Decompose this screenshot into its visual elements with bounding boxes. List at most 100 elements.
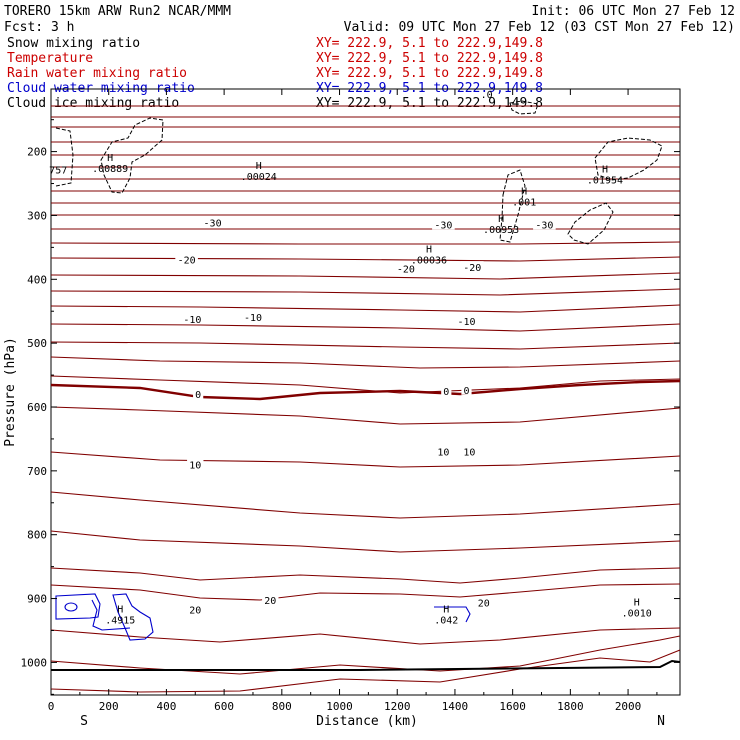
temperature-label: 10 bbox=[437, 448, 449, 459]
snow-contour bbox=[55, 127, 74, 187]
temperature-label: 0 bbox=[443, 387, 449, 398]
legend-xy-rain: XY= 222.9, 5.1 to 222.9,149.8 bbox=[316, 66, 543, 81]
temperature-label-bg bbox=[187, 458, 204, 470]
legend-name-snow: Snow mixing ratio bbox=[7, 36, 140, 51]
snow-contour bbox=[499, 169, 526, 243]
isotherm bbox=[50, 375, 681, 394]
cloud-water-contour bbox=[91, 599, 131, 631]
maximum-marker: H bbox=[426, 244, 432, 255]
maximum-marker: H bbox=[117, 605, 123, 616]
snow-contour bbox=[509, 100, 539, 115]
temperature-label: 10 bbox=[189, 460, 201, 471]
snow-contour bbox=[567, 202, 614, 245]
isotherm bbox=[50, 491, 681, 519]
temperature-label: 0 bbox=[463, 386, 469, 397]
x-tick-label: 1200 bbox=[384, 700, 411, 713]
temperature-labels: -30 -30 -30 -20 -20 -20 -10 -10 -10 0 0 0 10 10 10 20 20… bbox=[175, 216, 556, 616]
model-title: TORERO 15km ARW Run2 NCAR/MMM bbox=[4, 4, 231, 19]
isotherm bbox=[50, 451, 681, 468]
temperature-label-bg bbox=[455, 314, 478, 326]
maximum-marker: H bbox=[634, 598, 640, 609]
temperature-label: -10 bbox=[183, 315, 201, 326]
temperature-label-bg bbox=[201, 216, 224, 228]
y-tick-label: 600 bbox=[27, 401, 47, 414]
isotherm bbox=[50, 341, 681, 350]
temperature-label-bg bbox=[262, 593, 279, 605]
isotherm bbox=[50, 567, 681, 584]
temperature-label: -30 bbox=[434, 220, 452, 231]
temperature-label: -10 bbox=[244, 313, 262, 324]
temperature-label-bg bbox=[435, 445, 452, 457]
maxima-markers: H.00889 H.00024H.00036H.001H.00953H.01954… bbox=[92, 153, 652, 626]
y-tick-label: 200 bbox=[27, 146, 47, 159]
x-tick-label: 800 bbox=[272, 700, 292, 713]
endpoint-south: S bbox=[80, 714, 88, 729]
cloud-water-contour bbox=[434, 606, 471, 623]
maximum-value: .00036 bbox=[411, 255, 447, 266]
temperature-label-bg bbox=[193, 388, 204, 400]
temperature-label-bg bbox=[175, 253, 198, 265]
maximum-marker: H bbox=[443, 605, 449, 616]
x-tick-label: 1400 bbox=[442, 700, 469, 713]
isotherm bbox=[50, 406, 681, 425]
temperature-label: 0 bbox=[195, 390, 201, 401]
maximum-marker: H bbox=[107, 153, 113, 164]
legend: Snow mixing ratio XY= 222.9, 5.1 to 222.… bbox=[7, 36, 543, 111]
x-axis-title: Distance (km) bbox=[316, 714, 418, 729]
y-axis-title: Pressure (hPa) bbox=[3, 337, 18, 447]
snow-contour bbox=[100, 117, 164, 194]
isotherm bbox=[50, 649, 681, 693]
temperature-label: -30 bbox=[204, 218, 222, 229]
init-time: Init: 06 UTC Mon 27 Feb 12 bbox=[532, 4, 736, 19]
snow-contours bbox=[55, 100, 663, 245]
isotherm bbox=[50, 583, 681, 601]
isotherm bbox=[50, 272, 681, 280]
temperature-label: 20 bbox=[478, 598, 490, 609]
maximum-value: .042 bbox=[434, 616, 458, 627]
maximum-value: .4915 bbox=[105, 616, 135, 627]
snow-contour bbox=[594, 137, 663, 181]
y-tick-label: 800 bbox=[27, 529, 47, 542]
temperature-label: 10 bbox=[463, 448, 475, 459]
temperature-label-bg bbox=[460, 261, 484, 273]
valid-time: Valid: 09 UTC Mon 27 Feb 12 (03 CST Mon … bbox=[344, 20, 735, 35]
forecast-hour: Fcst: 3 h bbox=[4, 20, 74, 35]
temperature-label-bg bbox=[441, 385, 452, 397]
maximum-marker: H bbox=[521, 186, 527, 197]
legend-name-cloud-ice: Cloud ice mixing ratio bbox=[7, 96, 179, 111]
legend-name-temperature: Temperature bbox=[7, 51, 93, 66]
y-tick-label: 500 bbox=[27, 337, 47, 350]
temperature-label: -30 bbox=[535, 220, 553, 231]
maximum-value: .00889 bbox=[92, 164, 128, 175]
maximum-value: .0010 bbox=[622, 609, 652, 620]
maximum-value: .01954 bbox=[587, 176, 623, 187]
isotherm bbox=[50, 304, 681, 313]
temperature-label: -10 bbox=[457, 317, 475, 328]
maximum-marker: H bbox=[602, 165, 608, 176]
temperature-label: -20 bbox=[397, 264, 415, 275]
temperature-label: 20 bbox=[264, 596, 276, 607]
legend-xy-snow: XY= 222.9, 5.1 to 222.9,149.8 bbox=[316, 36, 543, 51]
temperature-label-bg bbox=[533, 218, 556, 230]
legend-xy-temperature: XY= 222.9, 5.1 to 222.9,149.8 bbox=[316, 51, 543, 66]
temperature-label: -20 bbox=[463, 263, 481, 274]
temperature-label-bg bbox=[432, 218, 455, 230]
temperature-label-bg bbox=[475, 596, 492, 608]
x-tick-label: 600 bbox=[214, 700, 234, 713]
edge-label: .0 bbox=[481, 90, 493, 101]
x-tick-label: 1000 bbox=[326, 700, 353, 713]
legend-name-rain: Rain water mixing ratio bbox=[7, 66, 187, 81]
y-tick-label: 1000 bbox=[21, 656, 48, 669]
temperature-label-bg bbox=[181, 312, 204, 324]
temperature-label-bg bbox=[241, 310, 265, 322]
x-tick-label: 2000 bbox=[615, 700, 642, 713]
maximum-value: .001 bbox=[512, 197, 536, 208]
endpoint-north: N bbox=[657, 714, 665, 729]
x-tick-label: 400 bbox=[156, 700, 176, 713]
x-tick-label: 0 bbox=[48, 700, 55, 713]
cloud-water-contour bbox=[112, 593, 154, 641]
y-tick-label: 400 bbox=[27, 273, 47, 286]
temperature-label-bg bbox=[187, 603, 204, 615]
temperature-label: -20 bbox=[178, 256, 196, 267]
